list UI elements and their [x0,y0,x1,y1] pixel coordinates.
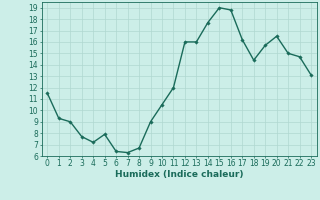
X-axis label: Humidex (Indice chaleur): Humidex (Indice chaleur) [115,170,244,179]
